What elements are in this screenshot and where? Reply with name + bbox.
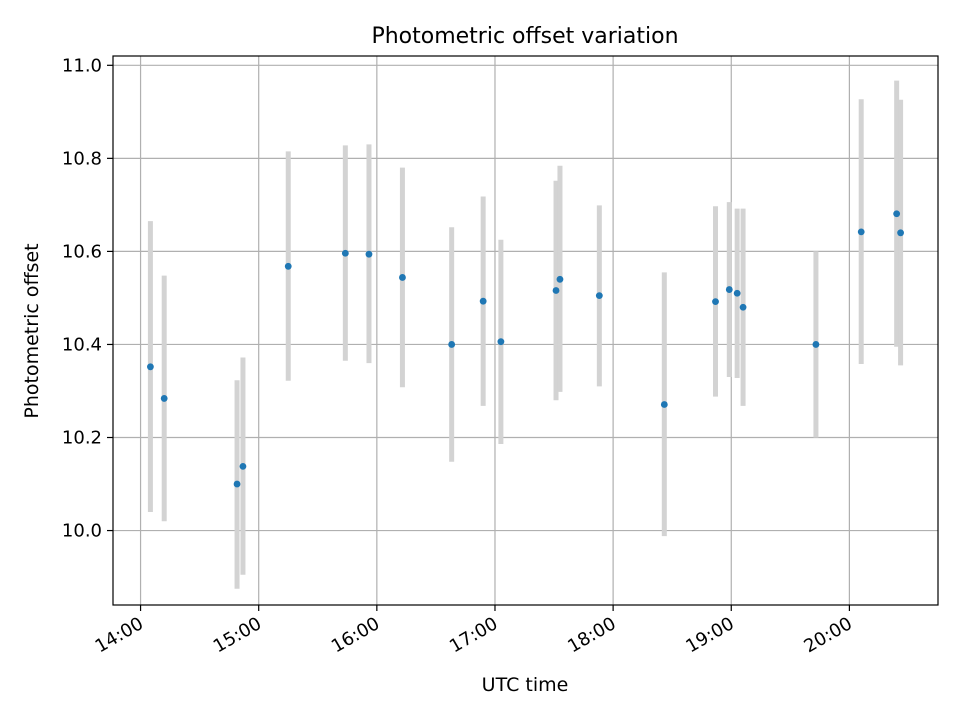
y-tick-label: 10.0 [62,521,102,542]
data-point [552,287,560,294]
y-tick-label: 10.4 [62,334,102,355]
data-point [595,292,603,300]
x-axis-label: UTC time [482,674,569,696]
data-point [897,229,904,237]
data-point [399,274,406,281]
data-point [893,210,901,218]
data-point [725,286,733,293]
data-point [233,480,241,488]
y-tick-label: 10.2 [62,428,102,449]
data-point [857,228,865,236]
data-point [812,341,820,348]
data-point [660,401,668,408]
y-tick-label: 10.8 [62,148,102,169]
y-axis-label: Photometric offset [21,243,43,418]
data-point [365,250,373,258]
data-points [147,210,904,488]
grid [113,56,938,605]
data-point [239,462,247,470]
data-point [497,338,505,346]
data-point [739,303,747,311]
data-point [160,395,168,402]
y-tick-label: 10.6 [62,241,102,262]
data-point [284,262,292,270]
data-point [147,363,154,371]
data-point [733,289,741,297]
data-point [712,298,719,306]
data-point [448,341,456,348]
data-point [556,275,564,283]
data-point [479,297,487,305]
plot-frame [112,55,939,606]
chart-title: Photometric offset variation [371,24,678,49]
y-tick-label: 11.0 [62,55,102,76]
data-point [341,249,349,257]
